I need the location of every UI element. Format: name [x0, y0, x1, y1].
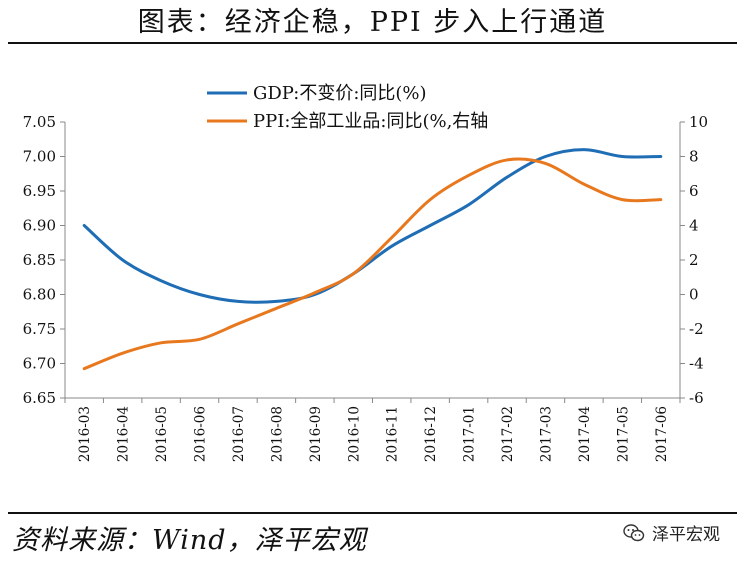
right-tick-label: -2 — [689, 320, 704, 338]
left-tick-label: 6.75 — [23, 320, 56, 338]
legend-label-gdp: GDP:不变价:同比(%) — [253, 83, 427, 104]
right-tick-label: -4 — [689, 355, 704, 373]
line-chart: 6.65 6.70 6.75 6.80 6.85 6.90 6.95 7.00 7.05 -6 -4… — [0, 0, 745, 561]
x-tick-label: 2016-11 — [385, 406, 401, 462]
left-tick-label: 7.00 — [23, 148, 56, 166]
left-tick-label: 7.05 — [23, 113, 56, 131]
x-tick-label: 2016-03 — [77, 406, 93, 462]
right-tick-label: 6 — [689, 182, 699, 200]
source-note: 资料来源：Wind，泽平宏观 — [12, 518, 367, 557]
x-tick-label: 2016-10 — [346, 406, 362, 462]
x-tick-label: 2017-02 — [500, 406, 516, 462]
right-tick-label: 10 — [689, 113, 708, 131]
left-tick-label: 6.85 — [23, 251, 56, 269]
x-tick-label: 2016-08 — [269, 406, 285, 462]
right-tick-label: 8 — [689, 148, 699, 166]
right-tick-label: 4 — [689, 217, 699, 235]
x-tick-label: 2017-05 — [615, 406, 631, 462]
x-tick-label: 2016-09 — [308, 406, 324, 462]
x-tick-label: 2017-04 — [577, 406, 593, 462]
right-tick-label: 2 — [689, 251, 699, 269]
x-tick-label: 2017-06 — [654, 406, 670, 462]
left-tick-label: 6.95 — [23, 182, 56, 200]
footer-divider — [8, 512, 737, 514]
gdp-series-line — [84, 150, 661, 303]
x-tick-label: 2016-12 — [423, 406, 439, 462]
x-tick-label: 2016-05 — [154, 406, 170, 462]
left-tick-label: 6.90 — [23, 217, 56, 235]
left-tick-label: 6.80 — [23, 286, 56, 304]
watermark: 泽平宏观 — [622, 520, 720, 545]
watermark-text: 泽平宏观 — [652, 520, 720, 545]
right-tick-label: 0 — [689, 286, 699, 304]
wechat-icon — [622, 521, 646, 545]
x-tick-label: 2017-03 — [538, 406, 554, 462]
left-tick-label: 6.70 — [23, 355, 56, 373]
x-tick-label: 2016-07 — [231, 406, 247, 462]
ppi-series-line — [84, 159, 661, 369]
x-tick-label: 2016-06 — [193, 406, 209, 462]
legend-label-ppi: PPI:全部工业品:同比(%,右轴 — [253, 111, 488, 132]
x-tick-label: 2016-04 — [116, 406, 132, 462]
right-tick-label: -6 — [689, 389, 704, 407]
x-tick-label: 2017-01 — [462, 406, 478, 462]
left-tick-label: 6.65 — [23, 389, 56, 407]
